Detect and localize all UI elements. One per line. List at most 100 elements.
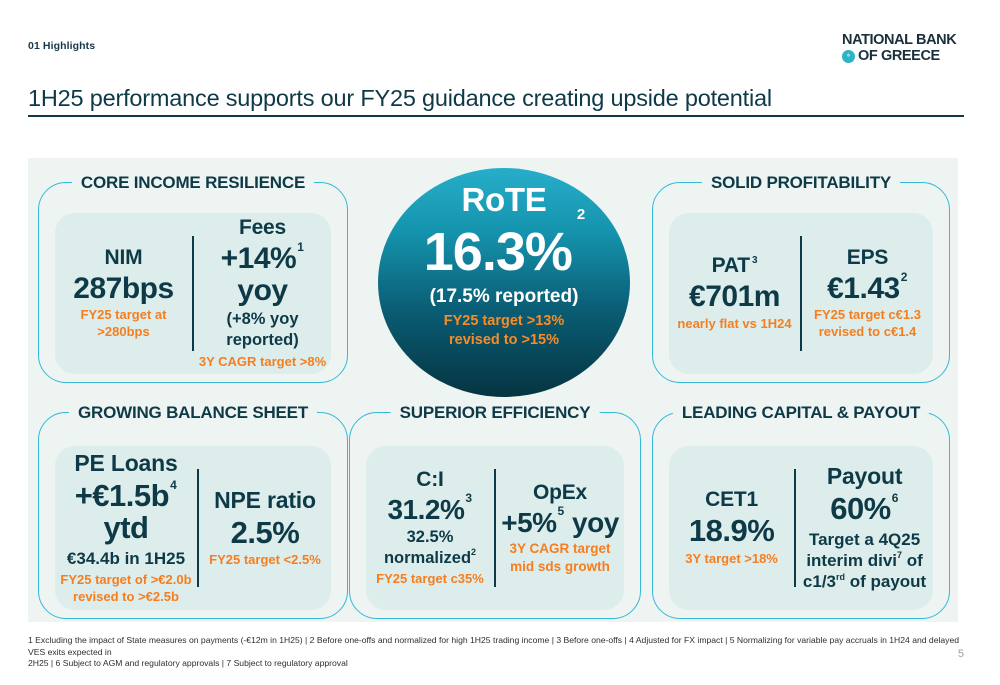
panel-card-core-income: NIM 287bps FY25 target at >280bps Fees +…	[55, 213, 331, 374]
metric-target-note: FY25 target at >280bps	[80, 307, 167, 340]
metric-value-number: +14%	[220, 242, 297, 276]
metric-secondary-note: 32.5% normalized2	[370, 527, 490, 568]
footnote-ref: 2	[900, 269, 908, 284]
metric-secondary-note: Target a 4Q25 interim divi7 of c1/3rd of…	[803, 529, 926, 593]
panel-growing-balance-sheet: GROWING BALANCE SHEET PE Loans +€1.5b4 y…	[38, 403, 348, 619]
metric-fees: Fees +14%1 yoy (+8% yoy reported) 3Y CAG…	[194, 216, 331, 370]
panel-card-profitability: PAT 3 €701m nearly flat vs 1H24 EPS €1.43…	[669, 213, 933, 374]
metric-label: PAT 3	[712, 254, 758, 278]
metric-value: €701m	[689, 280, 780, 314]
footnote-ref: 6	[891, 491, 899, 506]
metric-label: NPE ratio	[214, 486, 316, 513]
metric-nim: NIM 287bps FY25 target at >280bps	[55, 246, 192, 341]
rote-label: RoTE	[461, 181, 547, 218]
metric-value-unit: ytd	[103, 510, 149, 546]
metric-label: EPS	[846, 245, 889, 269]
panel-superior-efficiency: SUPERIOR EFFICIENCY C:I 31.2%3 32.5% nor…	[349, 403, 641, 619]
divider	[196, 468, 199, 588]
metric-value-number: 31.2%	[387, 493, 465, 525]
title-underline	[28, 115, 964, 117]
metric-value: +€1.5b4 ytd	[59, 477, 193, 546]
rote-value: 16.3%2	[423, 207, 586, 282]
rote-value-footnote-ref: 2	[576, 206, 585, 223]
metric-label: Fees	[238, 216, 287, 240]
divider	[192, 235, 194, 352]
metric-pe-loans: PE Loans +€1.5b4 ytd €34.4b in 1H25 FY25…	[55, 450, 197, 606]
panel-card-balance-sheet: PE Loans +€1.5b4 ytd €34.4b in 1H25 FY25…	[55, 446, 331, 610]
payout-note-line1: Target a 4Q25	[808, 529, 921, 549]
metric-label: OpEx	[532, 480, 588, 504]
metric-target-note: 3Y CAGR target >8%	[198, 353, 327, 369]
metric-cet1: CET1 18.9% 3Y target >18%	[669, 488, 794, 567]
rote-value-number: 16.3%	[423, 222, 573, 282]
footnote-ref: 2	[471, 547, 477, 558]
metric-value: +5%5 yoy	[501, 505, 619, 538]
panel-core-income-resilience: CORE INCOME RESILIENCE NIM 287bps FY25 t…	[38, 173, 348, 383]
panel-title-core-income: CORE INCOME RESILIENCE	[71, 173, 315, 192]
metric-target-note: 3Y CAGR target mid sds growth	[509, 540, 610, 575]
footnote-ref: 4	[170, 477, 177, 492]
metric-payout: Payout 60%6 Target a 4Q25 interim divi7 …	[796, 463, 933, 592]
panel-card-efficiency: C:I 31.2%3 32.5% normalized2 FY25 target…	[366, 446, 624, 610]
metric-target-note: FY25 target c35%	[376, 571, 484, 587]
metric-label: C:I	[416, 467, 444, 491]
footnote-ref: 5	[557, 504, 565, 519]
ordinal-sup: rd	[836, 571, 845, 582]
metric-value: 18.9%	[688, 513, 775, 549]
target-note-line1: 3Y CAGR target	[509, 541, 611, 557]
metric-value: 2.5%	[230, 514, 300, 550]
metric-label: PE Loans	[74, 449, 178, 476]
metric-eps: EPS €1.432 FY25 target c€1.3 revised to c…	[802, 246, 933, 341]
payout-note-line2a: interim divi	[806, 551, 897, 571]
metric-value: 60%6	[830, 491, 899, 527]
panel-title-profitability: SOLID PROFITABILITY	[701, 173, 901, 192]
metric-npe-ratio: NPE ratio 2.5% FY25 target <2.5%	[199, 487, 331, 569]
metric-cost-income: C:I 31.2%3 32.5% normalized2 FY25 target…	[366, 468, 494, 589]
secondary-note-text: 32.5% normalized	[383, 528, 472, 567]
metric-label: NIM	[104, 245, 143, 269]
footnotes-line2: 2H25 | 6 Subject to AGM and regulatory a…	[28, 658, 348, 669]
rote-reported-note: (17.5% reported)	[429, 286, 579, 307]
metric-value: 287bps	[73, 271, 174, 305]
footnote-ref: 3	[751, 255, 758, 267]
metric-target-note: FY25 target c€1.3 revised to c€1.4	[814, 307, 921, 341]
metric-secondary-note: (+8% yoy reported)	[226, 310, 299, 350]
payout-note-line3a: c1/3	[802, 572, 836, 592]
metric-value-number: €1.43	[827, 271, 900, 305]
target-note-line2: revised to >€2.5b	[73, 589, 179, 605]
metric-target-note: 3Y target >18%	[685, 550, 778, 566]
panel-title-efficiency: SUPERIOR EFFICIENCY	[390, 403, 600, 422]
metric-value: €1.432	[827, 269, 908, 305]
target-note-line1: FY25 target c€1.3	[814, 307, 921, 323]
panel-card-capital-payout: CET1 18.9% 3Y target >18% Payout 60%6 Ta…	[669, 446, 933, 610]
panel-title-balance-sheet: GROWING BALANCE SHEET	[68, 403, 318, 422]
panel-leading-capital-payout: LEADING CAPITAL & PAYOUT CET1 18.9% 3Y t…	[652, 403, 950, 619]
metric-value-number: +5%	[501, 506, 557, 538]
metric-target-note: FY25 target <2.5%	[209, 552, 321, 568]
logo-line2: OF GREECE	[842, 47, 972, 65]
slide-title: 1H25 performance supports our FY25 guida…	[28, 85, 772, 111]
metric-value-number: 60%	[830, 491, 891, 527]
panel-solid-profitability: SOLID PROFITABILITY PAT 3 €701m nearly fl…	[652, 173, 950, 383]
page-number: 5	[957, 648, 964, 660]
nbg-logo: NATIONAL BANK OF GREECE	[842, 32, 972, 65]
footnotes: 1 Excluding the impact of State measures…	[28, 635, 962, 670]
payout-note-line3b: of payout	[845, 572, 927, 592]
footnote-ref: 7	[897, 550, 903, 561]
logo-text-line2: OF GREECE	[858, 47, 940, 64]
footnote-ref: 3	[465, 491, 472, 506]
logo-text-line1: NATIONAL BANK	[842, 32, 957, 48]
footnotes-line1: 1 Excluding the impact of State measures…	[28, 635, 960, 657]
metric-value-unit: yoy	[237, 273, 288, 307]
rote-target-line2: revised to >15%	[448, 332, 560, 348]
metric-secondary-note: €34.4b in 1H25	[66, 549, 186, 569]
rote-target-line1: FY25 target >13%	[443, 313, 565, 329]
metric-value: 31.2%3	[387, 492, 472, 525]
metric-target-note: FY25 target of >€2.0b revised to >€2.5b	[60, 572, 191, 606]
target-note-line2: revised to c€1.4	[818, 324, 917, 340]
metric-label: CET1	[705, 488, 759, 512]
panel-title-capital-payout: LEADING CAPITAL & PAYOUT	[672, 403, 930, 422]
metric-label: Payout	[826, 463, 903, 490]
footnote-ref: 1	[297, 240, 304, 255]
section-label: 01 Highlights	[28, 40, 96, 52]
